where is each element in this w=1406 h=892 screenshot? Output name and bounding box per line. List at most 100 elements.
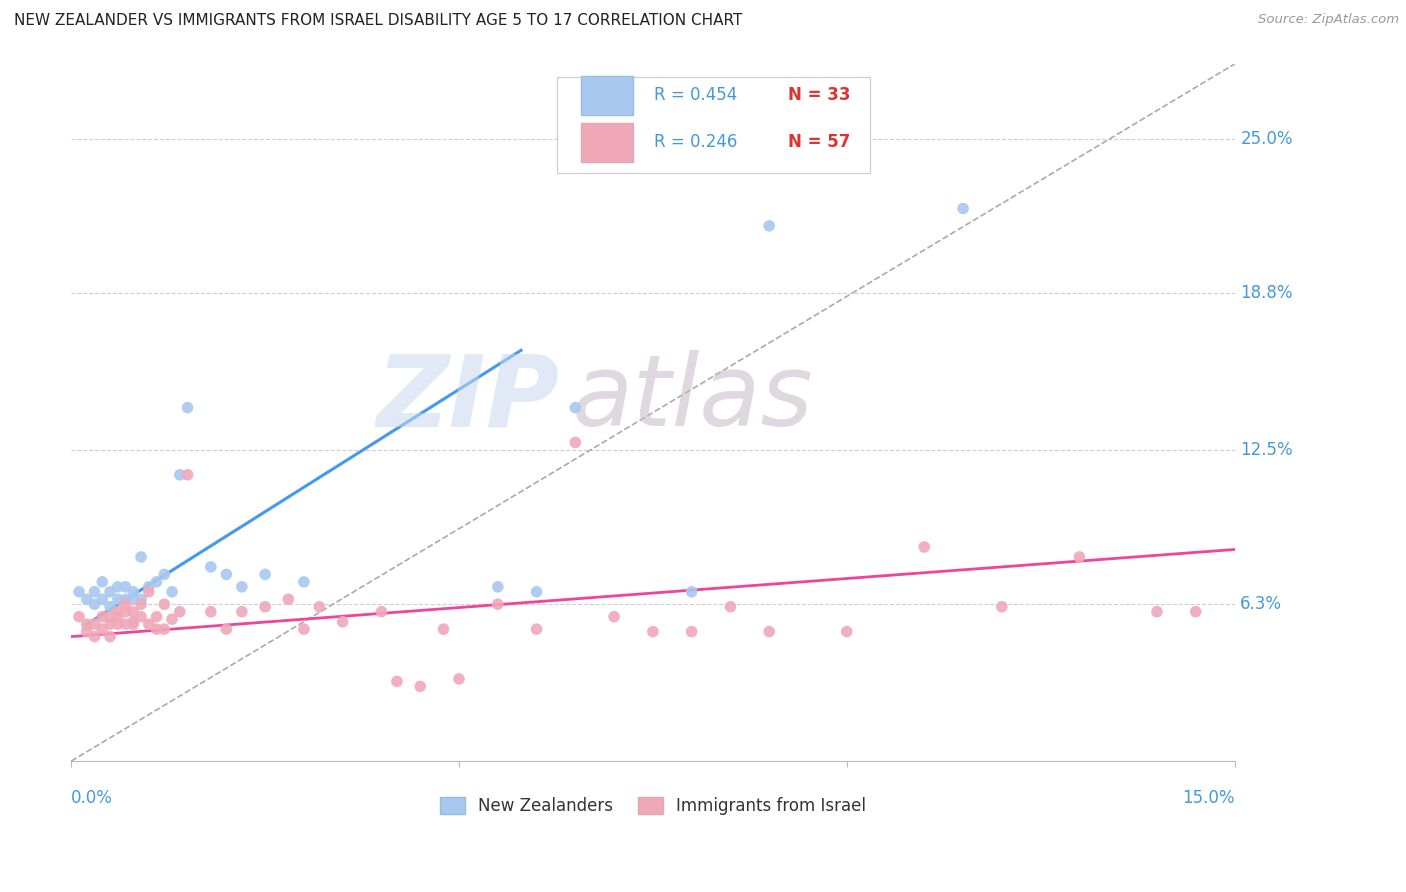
Text: N = 33: N = 33 [789, 87, 851, 104]
Point [83, 584, 105, 599]
Point [122, 617, 145, 632]
Point [409, 680, 432, 694]
Point [215, 622, 238, 636]
Point [720, 599, 742, 614]
Point [176, 401, 198, 415]
Point [564, 401, 586, 415]
Point [83, 597, 105, 611]
Text: ZIP: ZIP [377, 351, 560, 447]
Text: atlas: atlas [571, 351, 813, 447]
Text: 12.5%: 12.5% [1240, 441, 1294, 458]
Point [169, 467, 191, 482]
Point [107, 609, 129, 624]
Text: 25.0%: 25.0% [1240, 129, 1294, 148]
Point [153, 567, 176, 582]
Point [603, 609, 626, 624]
Point [332, 615, 354, 629]
Point [138, 580, 160, 594]
Point [91, 592, 114, 607]
Point [129, 597, 152, 611]
Point [432, 622, 454, 636]
Point [98, 584, 121, 599]
Point [292, 622, 315, 636]
Text: 0.0%: 0.0% [72, 789, 112, 807]
Point [385, 674, 408, 689]
Point [67, 609, 90, 624]
Point [107, 580, 129, 594]
Point [67, 584, 90, 599]
Point [83, 630, 105, 644]
Point [200, 560, 222, 574]
Point [138, 617, 160, 632]
Point [122, 584, 145, 599]
Point [564, 435, 586, 450]
Text: Source: ZipAtlas.com: Source: ZipAtlas.com [1258, 13, 1399, 27]
Text: N = 57: N = 57 [789, 134, 851, 152]
Point [991, 599, 1014, 614]
Point [176, 467, 198, 482]
Point [138, 584, 160, 599]
Point [526, 584, 548, 599]
Point [114, 617, 136, 632]
Point [114, 605, 136, 619]
Point [107, 605, 129, 619]
Point [835, 624, 858, 639]
Point [200, 605, 222, 619]
Point [145, 622, 167, 636]
Point [486, 580, 509, 594]
FancyBboxPatch shape [558, 77, 870, 173]
Text: 15.0%: 15.0% [1182, 789, 1234, 807]
Point [98, 609, 121, 624]
Point [145, 574, 167, 589]
Point [83, 617, 105, 632]
Point [160, 612, 183, 626]
Text: NEW ZEALANDER VS IMMIGRANTS FROM ISRAEL DISABILITY AGE 5 TO 17 CORRELATION CHART: NEW ZEALANDER VS IMMIGRANTS FROM ISRAEL … [14, 13, 742, 29]
Text: 18.8%: 18.8% [1240, 284, 1294, 302]
Point [912, 540, 935, 554]
Point [98, 630, 121, 644]
Point [277, 592, 299, 607]
Point [114, 592, 136, 607]
Point [292, 574, 315, 589]
Point [169, 605, 191, 619]
Point [1069, 549, 1091, 564]
Point [129, 609, 152, 624]
Point [370, 605, 392, 619]
Point [952, 202, 974, 216]
Point [681, 584, 703, 599]
Point [129, 549, 152, 564]
Point [98, 617, 121, 632]
Point [153, 597, 176, 611]
Point [122, 605, 145, 619]
Point [107, 617, 129, 632]
Text: 6.3%: 6.3% [1240, 595, 1282, 613]
Point [122, 615, 145, 629]
Legend: New Zealanders, Immigrants from Israel: New Zealanders, Immigrants from Israel [440, 797, 866, 815]
Point [254, 599, 277, 614]
Point [231, 605, 253, 619]
Point [76, 617, 98, 632]
Point [231, 580, 253, 594]
Point [681, 624, 703, 639]
Point [526, 622, 548, 636]
Point [486, 597, 509, 611]
Point [114, 580, 136, 594]
Point [758, 624, 780, 639]
Point [114, 597, 136, 611]
Point [76, 624, 98, 639]
Point [122, 592, 145, 607]
Point [91, 609, 114, 624]
Point [1184, 605, 1206, 619]
Point [1146, 605, 1168, 619]
Point [129, 592, 152, 607]
Point [254, 567, 277, 582]
Point [91, 622, 114, 636]
Text: R = 0.246: R = 0.246 [654, 134, 737, 152]
Point [98, 599, 121, 614]
Bar [581, 76, 633, 114]
Point [308, 599, 330, 614]
Point [160, 584, 183, 599]
Text: R = 0.454: R = 0.454 [654, 87, 737, 104]
Point [758, 219, 780, 233]
Point [76, 592, 98, 607]
